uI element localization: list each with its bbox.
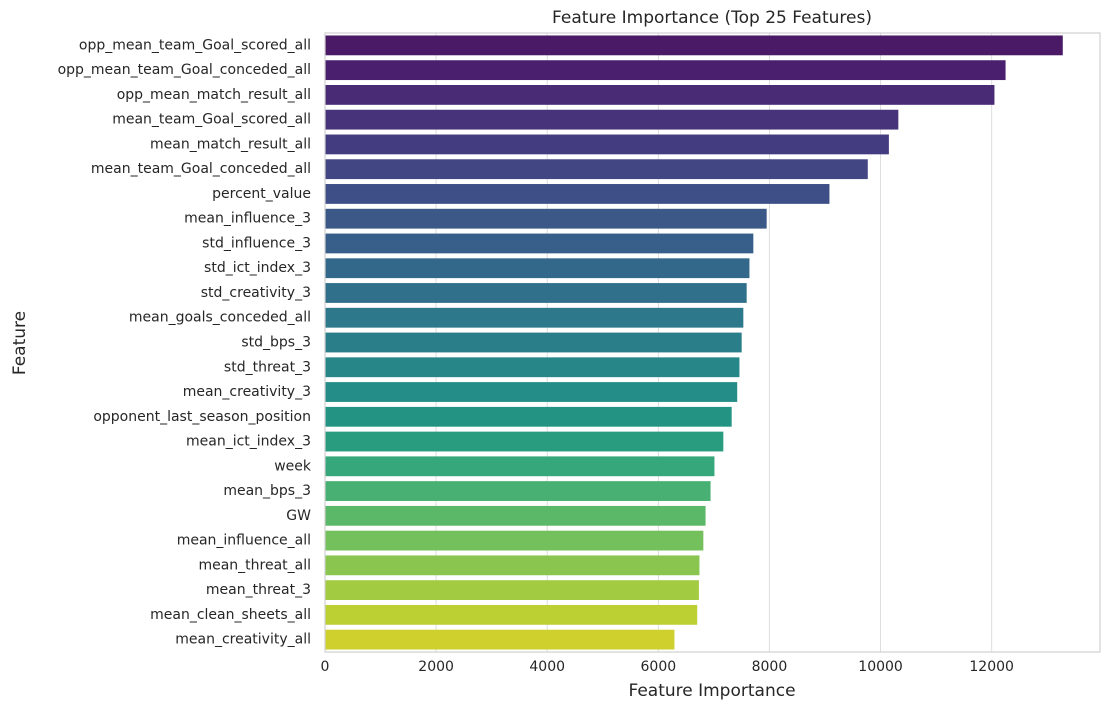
x-tick-label: 12000 <box>969 659 1014 675</box>
x-tick-label: 0 <box>321 659 330 675</box>
y-tick-label: mean_influence_all <box>177 533 311 549</box>
bar <box>325 134 889 155</box>
bar <box>325 382 738 402</box>
x-tick-label: 6000 <box>641 659 677 675</box>
y-tick-label: mean_team_Goal_scored_all <box>112 112 311 128</box>
y-tick-label: std_creativity_3 <box>201 285 311 301</box>
bar <box>325 109 899 130</box>
bar <box>325 555 700 576</box>
bar <box>325 431 724 452</box>
y-tick-label: mean_ict_index_3 <box>186 434 311 450</box>
bar <box>325 159 868 180</box>
y-tick-label: week <box>274 458 312 474</box>
bar <box>325 406 732 427</box>
y-tick-label: std_ict_index_3 <box>204 260 311 276</box>
y-tick-label: percent_value <box>212 186 311 202</box>
y-tick-label: mean_creativity_3 <box>183 384 311 400</box>
y-tick-label: opp_mean_team_Goal_conceded_all <box>58 62 311 78</box>
bar <box>325 357 740 378</box>
bar <box>325 505 706 526</box>
bar <box>325 258 750 279</box>
bar <box>325 184 830 204</box>
y-tick-label: mean_threat_all <box>198 557 311 573</box>
y-tick-label: opponent_last_season_position <box>93 409 311 425</box>
y-tick-label: opp_mean_match_result_all <box>117 87 311 103</box>
bar <box>325 208 767 229</box>
bar <box>325 530 704 551</box>
bar <box>325 84 995 105</box>
y-tick-label: std_bps_3 <box>241 335 311 351</box>
x-axis-label: Feature Importance <box>628 681 795 701</box>
bar <box>325 580 699 601</box>
bar <box>325 283 747 303</box>
y-tick-label: mean_clean_sheets_all <box>150 607 311 623</box>
y-tick-label: mean_threat_3 <box>206 582 311 598</box>
bar <box>325 307 744 328</box>
y-tick-label: std_influence_3 <box>202 235 311 251</box>
y-tick-label: std_threat_3 <box>224 359 311 375</box>
chart-title: Feature Importance (Top 25 Features) <box>552 8 872 28</box>
y-tick-label: mean_goals_conceded_all <box>129 310 311 326</box>
bar <box>325 60 1006 81</box>
bar <box>325 332 742 353</box>
y-axis-label: Feature <box>10 311 30 375</box>
x-tick-label: 10000 <box>858 659 903 675</box>
y-tick-label: mean_bps_3 <box>223 483 311 499</box>
y-tick-label: mean_team_Goal_conceded_all <box>91 161 311 177</box>
y-tick-label: mean_match_result_all <box>150 136 311 152</box>
y-tick-label: mean_influence_3 <box>184 211 311 227</box>
x-tick-label: 8000 <box>752 659 788 675</box>
y-tick-label: opp_mean_team_Goal_scored_all <box>79 37 311 53</box>
plot-frame <box>324 32 1101 653</box>
bar <box>325 481 711 501</box>
bar <box>325 233 754 254</box>
y-tick-label: GW <box>286 508 311 524</box>
x-tick-label: 4000 <box>529 659 565 675</box>
bar <box>325 456 715 477</box>
bar <box>325 629 675 650</box>
bar <box>325 604 698 625</box>
x-tick-label: 2000 <box>418 659 454 675</box>
bar <box>325 35 1063 56</box>
y-tick-label: mean_creativity_all <box>175 632 311 648</box>
